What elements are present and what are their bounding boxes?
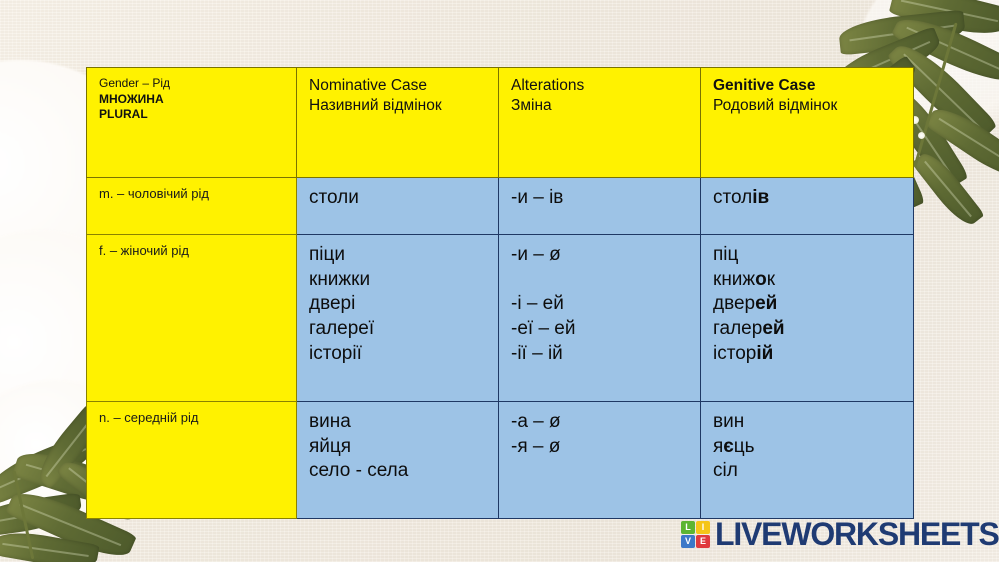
logo-wordmark: LIVEWORKSHEETS: [715, 516, 999, 552]
header-alterations-line1: Alterations: [511, 77, 585, 94]
header-cell-nominative: Nominative Case Називний відмінок: [296, 67, 499, 178]
cell-line: дверей: [713, 292, 903, 317]
logo-square-v: V: [681, 535, 695, 548]
alterations-cell-feminine: -и – ø -і – ей -еї – ей -ії – ій: [498, 234, 701, 402]
word-stem: сіл: [713, 460, 738, 482]
cell-line: -я – ø: [511, 435, 561, 457]
word-ending: є: [723, 435, 734, 457]
header-gender-line2: МНОЖИНА: [99, 91, 164, 106]
word-stem: я: [713, 435, 724, 457]
logo-squares-icon: L I V E: [681, 521, 710, 548]
word-tail: ць: [733, 435, 755, 457]
header-cell-alterations: Alterations Зміна: [498, 67, 701, 178]
word-ending: о: [755, 268, 767, 290]
word-stem: галер: [713, 318, 763, 340]
grammar-table: Gender – Рід МНОЖИНА PLURAL Nominative C…: [86, 67, 914, 519]
cell-line: -ії – ій: [511, 342, 563, 364]
gender-label-neuter: n. – середній рід: [86, 401, 297, 519]
cell-line: -а – ø: [511, 411, 561, 432]
nominative-cell-masculine: столи: [296, 177, 499, 235]
cell-line: столів: [713, 186, 903, 211]
cell-line: [511, 459, 690, 484]
cell-line: піци: [309, 244, 346, 265]
logo-square-l: L: [681, 521, 695, 534]
header-cell-gender: Gender – Рід МНОЖИНА PLURAL: [86, 67, 297, 178]
word-stem: книж: [713, 268, 756, 290]
word-tail: к: [766, 268, 776, 290]
word-ending: ей: [762, 318, 785, 340]
word-stem: вин: [713, 411, 745, 432]
table-row: m. – чоловічий рід столи -и – ів столів: [86, 177, 914, 235]
cell-line: село - села: [309, 460, 409, 482]
nominative-cell-neuter: вина яйця село - села: [296, 401, 499, 519]
header-gender-line1: Gender – Рід: [99, 76, 171, 90]
word-ending: ей: [755, 293, 778, 315]
table-header-row: Gender – Рід МНОЖИНА PLURAL Nominative C…: [86, 67, 914, 178]
cell-line: книжки: [309, 268, 371, 290]
alterations-cell-masculine: -и – ів: [498, 177, 701, 235]
logo-square-i: I: [696, 521, 710, 534]
gender-label-masculine: m. – чоловічий рід: [86, 177, 297, 235]
header-genitive-line1: Genitive Case: [713, 77, 816, 94]
cell-line: яйця: [309, 435, 352, 457]
cell-line: -и – ів: [511, 187, 564, 208]
cell-line: сіл: [713, 459, 903, 484]
cell-line: -и – ø: [511, 244, 561, 265]
word-stem: істор: [713, 342, 757, 364]
word-stem: двер: [713, 293, 756, 315]
genitive-cell-feminine: піц книжок дверей галерей історій: [700, 234, 914, 402]
cell-line: книжок: [713, 268, 903, 293]
cell-line: галереї: [309, 318, 375, 340]
cell-line: галерей: [713, 317, 903, 342]
header-cell-genitive: Genitive Case Родовий відмінок: [700, 67, 914, 178]
cell-line: історій: [713, 342, 903, 367]
cell-line: -і – ей: [511, 293, 564, 315]
cell-line: столи: [309, 187, 359, 208]
word-stem: стол: [713, 187, 753, 208]
table-row: f. – жіночий рід піци книжки двері галереї і…: [86, 234, 914, 402]
cell-line: вин: [713, 410, 903, 435]
word-stem: піц: [713, 244, 739, 265]
header-alterations-line2: Зміна: [511, 97, 552, 115]
genitive-cell-neuter: вин яєць сіл: [700, 401, 914, 519]
table-row: n. – середній рід вина яйця село - села -а…: [86, 401, 914, 519]
cell-line: -еї – ей: [511, 318, 576, 340]
logo-square-e: E: [696, 535, 710, 548]
header-gender-line3: PLURAL: [99, 107, 148, 122]
alterations-cell-neuter: -а – ø -я – ø: [498, 401, 701, 519]
word-ending: ів: [752, 187, 770, 208]
cell-line: піц: [713, 243, 903, 268]
genitive-cell-masculine: столів: [700, 177, 914, 235]
nominative-cell-feminine: піци книжки двері галереї історії: [296, 234, 499, 402]
cell-line: яєць: [713, 435, 903, 460]
header-nominative-line1: Nominative Case: [309, 77, 428, 94]
cell-line: історії: [309, 342, 362, 364]
cell-line: двері: [309, 293, 356, 315]
header-genitive-line2: Родовий відмінок: [713, 97, 838, 115]
liveworksheets-logo: L I V E LIVEWORKSHEETS: [681, 516, 999, 553]
cell-line: [511, 268, 690, 293]
gender-label-feminine: f. – жіночий рід: [86, 234, 297, 402]
cell-line: вина: [309, 411, 351, 432]
word-ending: ій: [756, 342, 774, 364]
header-nominative-line2: Називний відмінок: [309, 97, 442, 115]
